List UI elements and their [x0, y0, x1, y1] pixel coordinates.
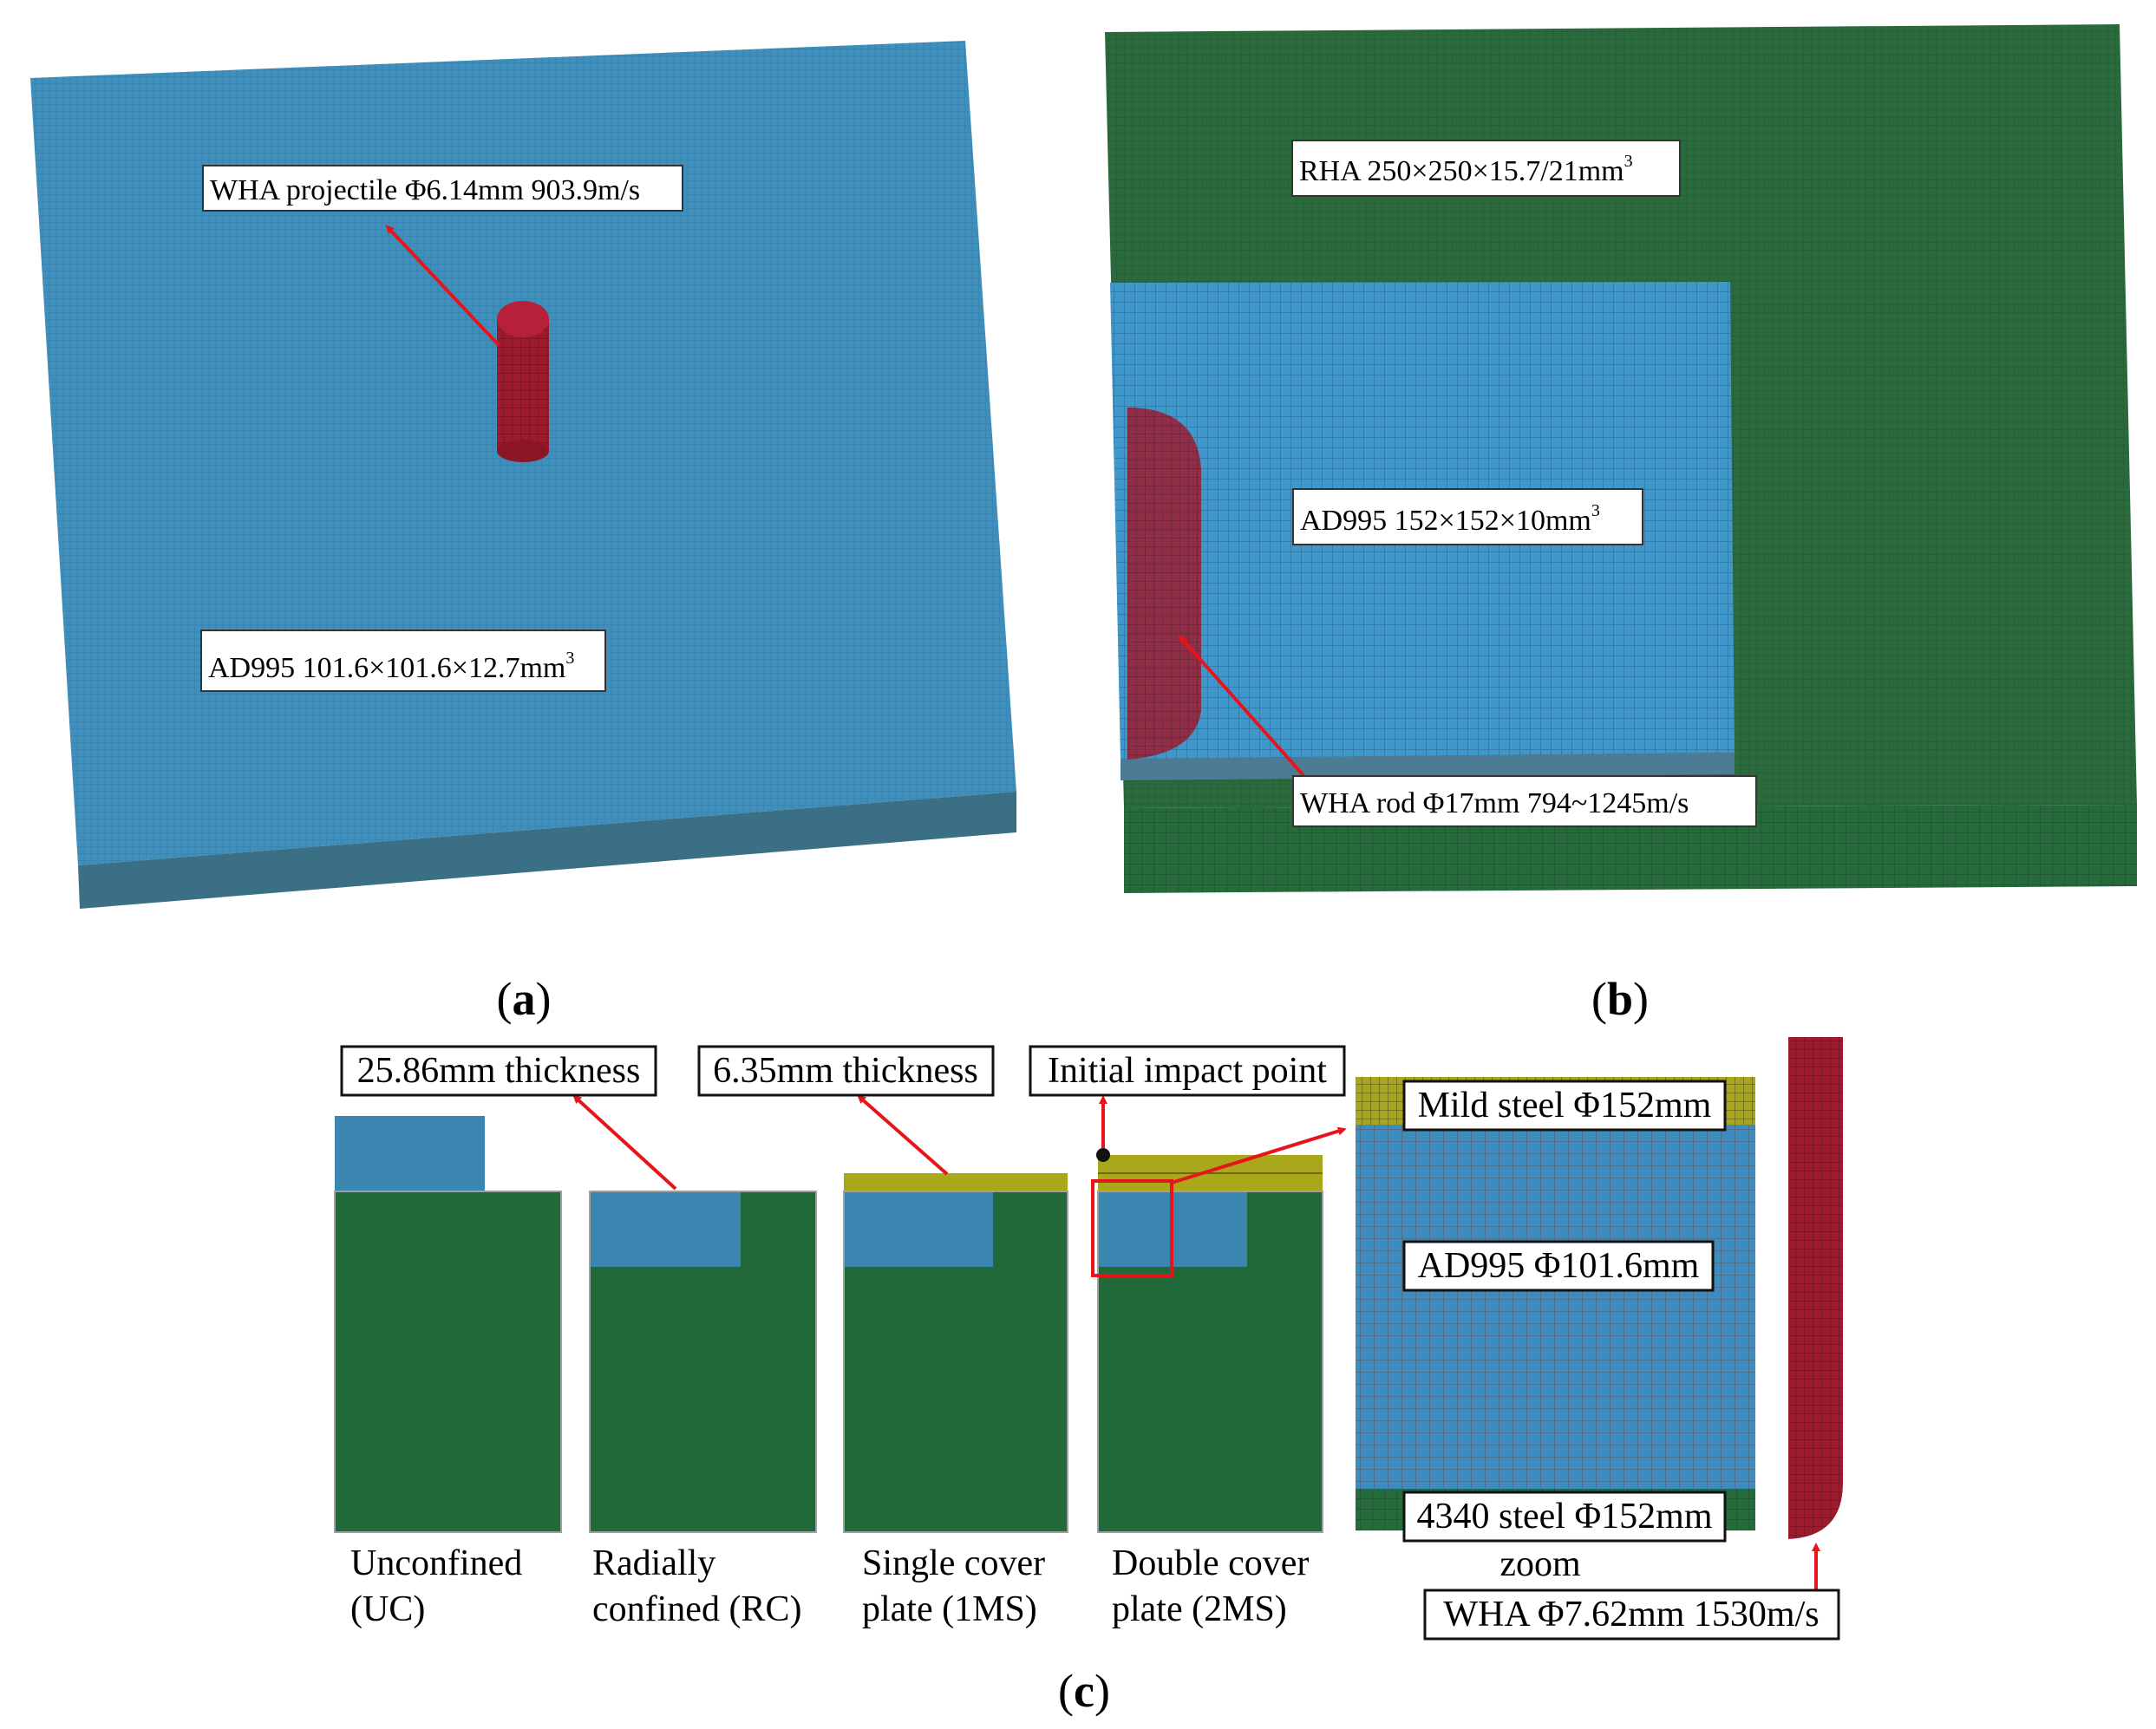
config-uc: [334, 1116, 562, 1533]
impact-point-dot: [1096, 1148, 1110, 1162]
tile-label: AD995 152×152×10mm3: [1300, 501, 1600, 537]
caption-c: (c): [1058, 1665, 1110, 1717]
label-ad995: AD995 Φ101.6mm: [1402, 1240, 1715, 1292]
svg-text:6.35mm thickness: 6.35mm thickness: [713, 1051, 978, 1091]
projectile-arrow: [385, 225, 500, 347]
rod-arrow: [1178, 635, 1310, 783]
panel-a: WHA projectile Φ6.14mm 903.9m/s AD995 10…: [30, 41, 1016, 1025]
caption-2ms-2: plate (2MS): [1112, 1589, 1287, 1629]
label-4340-steel: 4340 steel Φ152mm: [1402, 1491, 1727, 1543]
label-zoom: zoom: [1499, 1544, 1581, 1584]
rod-label: WHA rod Φ17mm 794~1245m/s: [1300, 787, 1689, 819]
svg-text:25.86mm thickness: 25.86mm thickness: [357, 1051, 641, 1091]
label-thickness-cover: 6.35mm thickness: [697, 1045, 995, 1097]
target-label: AD995 101.6×101.6×12.7mm3: [208, 649, 574, 684]
caption-uc-2: (UC): [350, 1589, 425, 1629]
projectile-label-box: WHA projectile Φ6.14mm 903.9m/s: [202, 165, 683, 212]
panel-c: 25.86mm thickness 6.35mm thickness Initi…: [334, 1037, 1843, 1717]
svg-text:WHA Φ7.62mm 1530m/s: WHA Φ7.62mm 1530m/s: [1443, 1595, 1819, 1634]
rha-label: RHA 250×250×15.7/21mm3: [1299, 152, 1633, 187]
svg-text:AD995 Φ101.6mm: AD995 Φ101.6mm: [1418, 1246, 1700, 1286]
callout-arrows: [572, 1094, 1820, 1595]
config-1ms: [843, 1173, 1068, 1533]
caption-uc-1: Unconfined: [350, 1543, 522, 1583]
projectile-label: WHA projectile Φ6.14mm 903.9m/s: [210, 174, 640, 206]
caption-rc-2: confined (RC): [592, 1589, 801, 1629]
panel-b: RHA 250×250×15.7/21mm3 AD995 152×152×10m…: [1105, 24, 2137, 1025]
zoom-mesh: [1356, 1077, 1755, 1530]
ceramic-tile-side-face: [78, 792, 1016, 909]
svg-text:Mild steel Φ152mm: Mild steel Φ152mm: [1418, 1086, 1712, 1125]
tile-label-box: AD995 152×152×10mm3: [1292, 488, 1643, 545]
caption-1ms-2: plate (1MS): [862, 1589, 1037, 1629]
config-rc: [589, 1191, 817, 1533]
projectile-cylinder: [497, 301, 549, 462]
caption-1ms-1: Single cover: [862, 1543, 1045, 1583]
caption-a: (a): [497, 973, 552, 1025]
caption-b: (b): [1591, 973, 1649, 1025]
label-impact-point: Initial impact point: [1029, 1045, 1346, 1097]
label-projectile: WHA Φ7.62mm 1530m/s: [1423, 1589, 1840, 1641]
caption-rc-1: Radially: [592, 1543, 715, 1583]
rod-projectile: [1127, 408, 1201, 760]
label-mild-steel: Mild steel Φ152mm: [1402, 1080, 1727, 1132]
config-captions: Unconfined (UC) Radially confined (RC) S…: [350, 1543, 1309, 1629]
projectile-rod-c: [1788, 1037, 1843, 1539]
rod-label-box: WHA rod Φ17mm 794~1245m/s: [1292, 775, 1757, 827]
svg-text:Initial impact point: Initial impact point: [1048, 1051, 1327, 1091]
label-thickness-uc: 25.86mm thickness: [340, 1045, 657, 1097]
zoom-region-box: [1091, 1179, 1173, 1277]
target-label-box: AD995 101.6×101.6×12.7mm3: [200, 630, 606, 692]
rha-label-box: RHA 250×250×15.7/21mm3: [1291, 140, 1681, 197]
caption-2ms-1: Double cover: [1112, 1543, 1309, 1583]
ceramic-tile-b-side: [1120, 753, 1735, 780]
config-2ms: [1091, 1148, 1323, 1533]
svg-text:4340 steel Φ152mm: 4340 steel Φ152mm: [1416, 1497, 1712, 1537]
